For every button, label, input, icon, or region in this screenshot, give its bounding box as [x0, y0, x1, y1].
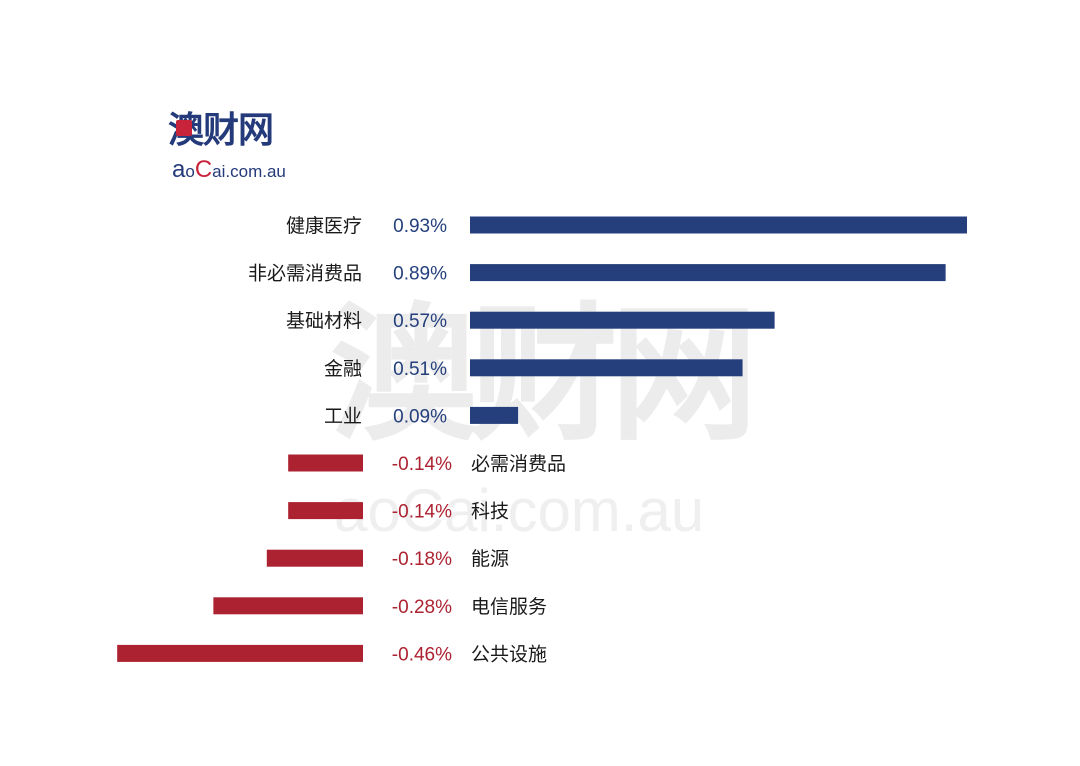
category-label-7: 科技: [471, 501, 509, 523]
value-label-4: 0.51%: [393, 359, 447, 380]
bar-8: [266, 549, 363, 567]
category-label-10: 公共设施: [471, 643, 547, 665]
value-label-7: -0.14%: [392, 502, 452, 523]
bar-10: [117, 644, 364, 662]
value-label-1: 0.93%: [393, 216, 447, 237]
aocai-logo: 澳财网 aoCai.com.au: [168, 110, 298, 183]
category-label-2: 非必需消费品: [248, 263, 362, 285]
bar-7: [288, 502, 363, 520]
logo-domain: aoCai.com.au: [172, 156, 286, 183]
category-label-6: 必需消费品: [471, 453, 566, 475]
value-label-2: 0.89%: [393, 264, 447, 285]
value-label-9: -0.28%: [392, 597, 452, 618]
bar-2: [470, 264, 946, 282]
category-label-9: 电信服务: [471, 596, 547, 618]
category-label-5: 工业: [324, 405, 362, 427]
category-label-8: 能源: [471, 548, 509, 570]
value-label-3: 0.57%: [393, 311, 447, 332]
bar-4: [470, 359, 743, 377]
bar-3: [470, 311, 775, 329]
value-label-6: -0.14%: [392, 454, 452, 475]
category-label-3: 基础材料: [286, 310, 362, 332]
value-label-10: -0.46%: [392, 644, 452, 665]
bar-6: [288, 454, 363, 472]
bar-5: [470, 406, 519, 424]
category-label-4: 金融: [324, 358, 362, 380]
bar-9: [213, 597, 363, 615]
value-label-8: -0.18%: [392, 549, 452, 570]
flag-icon: [176, 120, 192, 136]
value-label-5: 0.09%: [393, 406, 447, 427]
category-label-1: 健康医疗: [286, 215, 362, 237]
bar-1: [470, 216, 967, 234]
